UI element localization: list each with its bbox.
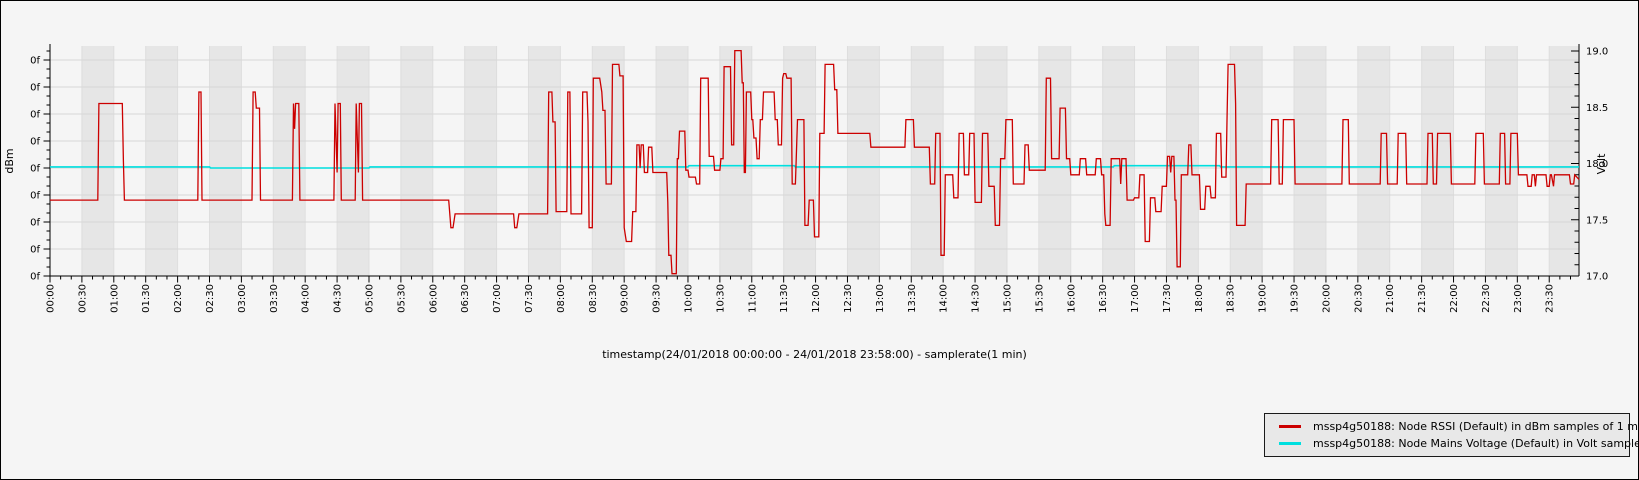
svg-text:01:30: 01:30	[141, 284, 152, 313]
svg-text:0f: 0f	[30, 137, 40, 148]
svg-text:22:30: 22:30	[1481, 284, 1492, 313]
gridlines	[50, 46, 1579, 276]
svg-text:20:30: 20:30	[1353, 284, 1364, 313]
legend-swatch-voltage	[1279, 442, 1301, 445]
svg-text:10:00: 10:00	[683, 284, 694, 313]
svg-text:0f: 0f	[30, 164, 40, 175]
svg-text:14:00: 14:00	[939, 284, 950, 313]
svg-text:0f: 0f	[30, 110, 40, 121]
svg-text:15:00: 15:00	[1002, 284, 1013, 313]
svg-text:07:30: 07:30	[524, 284, 535, 313]
svg-text:09:30: 09:30	[652, 284, 663, 313]
svg-text:21:00: 21:00	[1385, 284, 1396, 313]
svg-text:15:30: 15:30	[1034, 284, 1045, 313]
rssi-series-line	[50, 49, 1580, 275]
svg-text:0f: 0f	[30, 191, 40, 202]
svg-text:17.0: 17.0	[1586, 272, 1608, 283]
svg-text:23:00: 23:00	[1513, 284, 1524, 313]
svg-text:00:00: 00:00	[46, 284, 57, 313]
svg-text:10:30: 10:30	[715, 284, 726, 313]
left-axis-title: dBm	[3, 148, 16, 173]
voltage-series-line	[50, 164, 1579, 169]
legend-label-voltage: mssp4g50188: Node Mains Voltage (Default…	[1313, 437, 1638, 450]
svg-text:05:30: 05:30	[396, 284, 407, 313]
svg-text:14:30: 14:30	[971, 284, 982, 313]
svg-text:18.5: 18.5	[1586, 103, 1608, 114]
svg-text:04:00: 04:00	[301, 284, 312, 313]
svg-text:08:00: 08:00	[556, 284, 567, 313]
svg-text:16:00: 16:00	[1066, 284, 1077, 313]
svg-text:0f: 0f	[30, 56, 40, 67]
plot-bands	[81, 46, 1579, 276]
svg-text:02:30: 02:30	[205, 284, 216, 313]
y-axis-right-ticks	[1571, 50, 1579, 277]
svg-text:18:00: 18:00	[1194, 284, 1205, 313]
svg-text:12:00: 12:00	[811, 284, 822, 313]
svg-text:0f: 0f	[30, 272, 40, 283]
svg-text:08:30: 08:30	[588, 284, 599, 313]
svg-text:0f: 0f	[30, 245, 40, 256]
svg-text:01:00: 01:00	[109, 284, 120, 313]
svg-text:19:30: 19:30	[1290, 284, 1301, 313]
svg-text:17:30: 17:30	[1162, 284, 1173, 313]
svg-text:07:00: 07:00	[492, 284, 503, 313]
svg-text:21:30: 21:30	[1417, 284, 1428, 313]
legend: mssp4g50188: Node RSSI (Default) in dBm …	[1264, 413, 1638, 457]
legend-swatch-rssi	[1279, 425, 1301, 428]
svg-text:13:30: 13:30	[907, 284, 918, 313]
svg-text:18.0: 18.0	[1586, 159, 1608, 170]
svg-text:20:00: 20:00	[1321, 284, 1332, 313]
right-axis-title: Volt	[1595, 153, 1608, 174]
svg-text:16:30: 16:30	[1098, 284, 1109, 313]
svg-text:13:00: 13:00	[875, 284, 886, 313]
svg-text:22:00: 22:00	[1449, 284, 1460, 313]
y-axis-left-tick-labels: 0f 0f 0f 0f 0f 0f 0f 0f 0f	[30, 56, 40, 283]
legend-item-rssi: mssp4g50188: Node RSSI (Default) in dBm …	[1265, 418, 1638, 435]
x-axis-tick-labels: 00:00 00:30 01:00 01:30 02:00 02:30 03:00 03:30…	[46, 284, 1556, 313]
svg-text:06:00: 06:00	[428, 284, 439, 313]
legend-label-rssi: mssp4g50188: Node RSSI (Default) in dBm …	[1313, 420, 1639, 433]
svg-text:05:00: 05:00	[364, 284, 375, 313]
svg-text:19:00: 19:00	[1258, 284, 1269, 313]
svg-text:19.0: 19.0	[1586, 47, 1608, 58]
x-axis-ticks	[49, 276, 1571, 283]
svg-text:12:30: 12:30	[843, 284, 854, 313]
svg-text:11:30: 11:30	[779, 284, 790, 313]
y-axis-right-tick-labels: 17.0 17.5 18.0 18.5 19.0	[1586, 47, 1608, 283]
svg-text:0f: 0f	[30, 83, 40, 94]
svg-text:03:30: 03:30	[269, 284, 280, 313]
svg-text:17:00: 17:00	[1130, 284, 1141, 313]
svg-text:11:00: 11:00	[747, 284, 758, 313]
svg-text:09:00: 09:00	[620, 284, 631, 313]
svg-text:04:30: 04:30	[333, 284, 344, 313]
svg-text:03:00: 03:00	[237, 284, 248, 313]
svg-text:06:30: 06:30	[460, 284, 471, 313]
svg-text:18:30: 18:30	[1226, 284, 1237, 313]
svg-text:0f: 0f	[30, 218, 40, 229]
svg-text:23:30: 23:30	[1545, 284, 1556, 313]
svg-text:17.5: 17.5	[1586, 215, 1608, 226]
x-axis-caption: timestamp(24/01/2018 00:00:00 - 24/01/20…	[602, 348, 1027, 361]
y-axis-left-ticks	[43, 50, 50, 277]
legend-item-voltage: mssp4g50188: Node Mains Voltage (Default…	[1265, 435, 1638, 452]
svg-text:00:30: 00:30	[77, 284, 88, 313]
svg-text:02:00: 02:00	[173, 284, 184, 313]
